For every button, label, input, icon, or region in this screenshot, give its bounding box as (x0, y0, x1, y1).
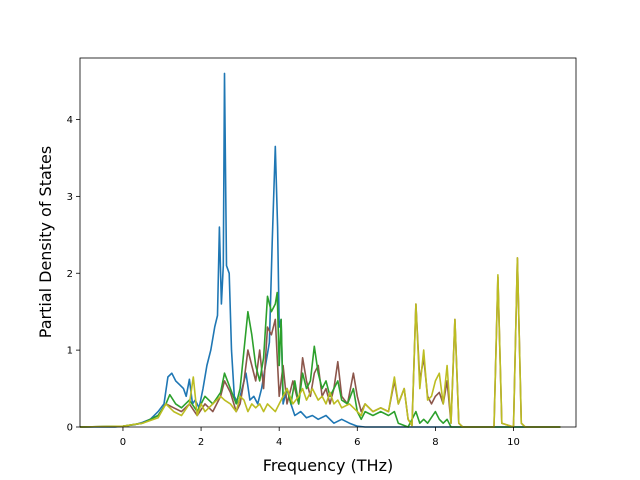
series-layer (79, 72, 561, 428)
series-line-4 (79, 257, 561, 428)
y-axis: 0 1 2 3 4 (67, 115, 80, 434)
y-tick-label: 4 (67, 115, 73, 126)
series-line-3 (79, 291, 561, 428)
x-axis-title: Frequency (THz) (263, 456, 393, 475)
x-tick-label: 0 (120, 437, 126, 448)
x-tick-label: 4 (276, 437, 282, 448)
y-axis-title: Partial Density of States (36, 146, 55, 338)
x-tick-label: 2 (198, 437, 204, 448)
y-tick-label: 1 (67, 346, 73, 357)
y-tick-label: 0 (67, 423, 73, 434)
series-line-2 (79, 257, 561, 428)
x-tick-label: 8 (432, 437, 438, 448)
plot-frame (79, 57, 577, 428)
x-axis: 0 2 4 6 8 10 (120, 427, 520, 448)
x-tick-label: 6 (354, 437, 360, 448)
x-tick-label: 10 (507, 437, 520, 448)
y-tick-label: 3 (67, 192, 73, 203)
y-tick-label: 2 (67, 269, 73, 280)
series-line-1 (80, 72, 561, 428)
